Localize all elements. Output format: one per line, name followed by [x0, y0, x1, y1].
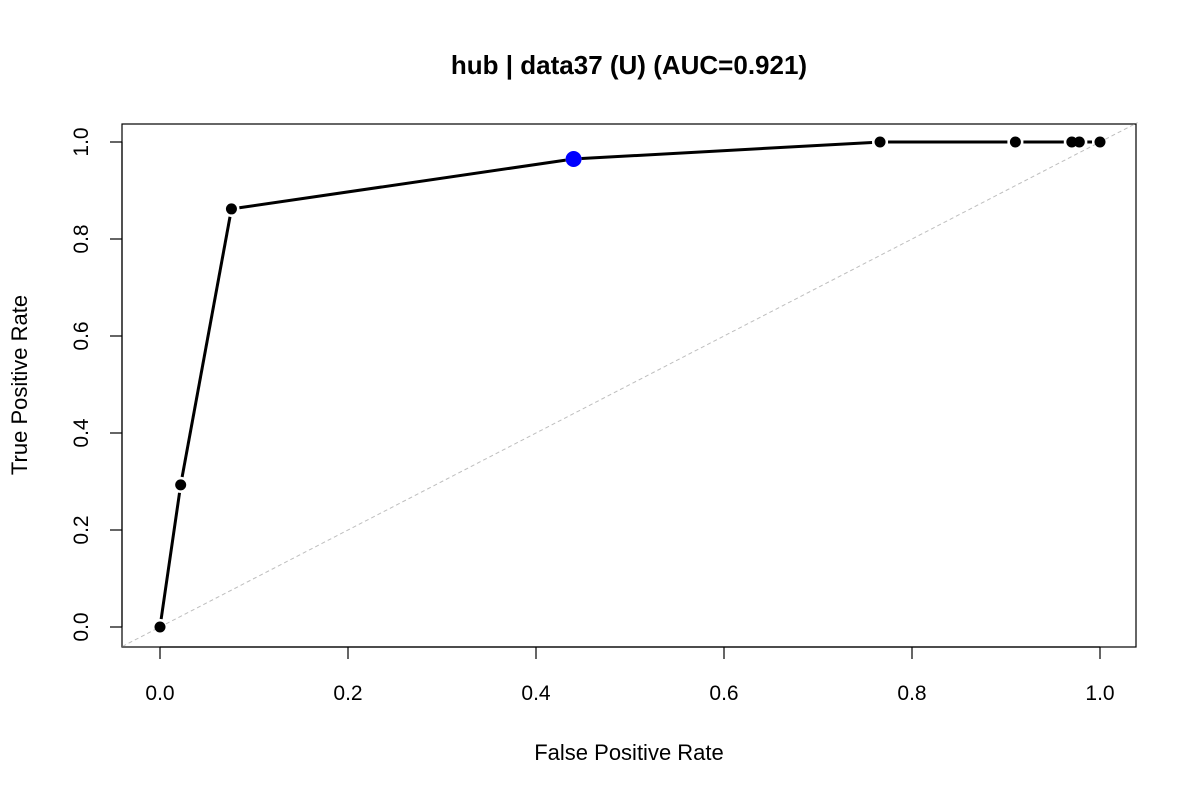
y-tick-label: 0.8: [70, 224, 93, 253]
x-axis-title: False Positive Rate: [534, 740, 724, 765]
y-tick-label: 0.4: [70, 418, 93, 448]
x-tick-label: 0.2: [333, 682, 362, 705]
roc-series: [154, 136, 1106, 633]
roc-point: [1066, 136, 1078, 148]
roc-point: [175, 479, 187, 491]
y-tick-label: 0.2: [70, 515, 93, 544]
x-tick-label: 0.8: [897, 682, 926, 705]
roc-point: [874, 136, 886, 148]
roc-line-segment: [239, 158, 566, 210]
roc-line-segment: [159, 492, 182, 620]
y-axis-title: True Positive Rate: [7, 295, 32, 475]
x-axis: 0.0 0.2 0.4 0.6 0.8 1.0: [145, 646, 1115, 705]
roc-point: [225, 203, 237, 215]
diagonal-reference-line: [122, 122, 1138, 647]
optimal-threshold-point: [565, 150, 582, 167]
y-tick-label: 0.0: [70, 612, 93, 641]
roc-point: [154, 621, 166, 633]
roc-point: [1009, 136, 1021, 148]
x-tick-label: 0.4: [521, 682, 551, 705]
y-tick-label: 1.0: [70, 127, 93, 156]
y-axis: 0.0 0.2 0.4 0.6 0.8 1.0: [70, 127, 123, 642]
y-tick-label: 0.6: [70, 321, 93, 350]
chart-title: hub | data37 (U) (AUC=0.921): [451, 50, 807, 80]
roc-line-segment: [180, 216, 232, 478]
x-tick-label: 0.0: [145, 682, 174, 705]
x-tick-label: 0.6: [709, 682, 738, 705]
roc-line-segment: [581, 140, 873, 161]
roc-point: [1073, 136, 1085, 148]
roc-point: [1094, 136, 1106, 148]
x-tick-label: 1.0: [1085, 682, 1114, 705]
